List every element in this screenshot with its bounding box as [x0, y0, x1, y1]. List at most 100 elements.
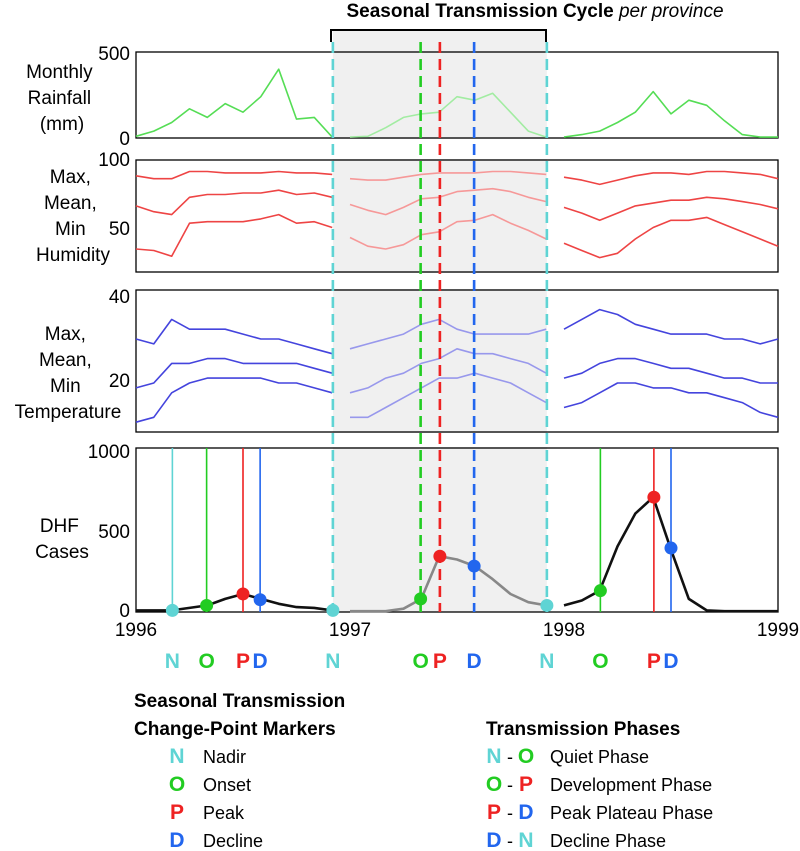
legend-markers: Seasonal Transmission Change-Point Marke…: [134, 691, 345, 851]
peak-marker-letter: P: [236, 650, 250, 673]
x-tick-label: 1999: [757, 620, 799, 641]
legend-markers-items: N Nadir O Onset P Peak D Decline: [169, 745, 263, 851]
phase-to-letter: O: [518, 745, 534, 768]
phase-to-letter: P: [519, 773, 533, 796]
humidity-series-line: [135, 170, 333, 180]
humidity-tick-label: 50: [109, 219, 130, 240]
humidity-series-line: [349, 187, 547, 216]
x-tick-label: 1997: [329, 620, 371, 641]
cases-tick-label: 0: [119, 601, 130, 622]
temperature-series-line: [135, 357, 333, 389]
onset-marker-letter: O: [592, 650, 608, 673]
temperature-label-line: Min: [50, 376, 81, 397]
nadir-marker-letter: N: [539, 650, 554, 673]
rainfall-series-line: [563, 90, 778, 138]
nadir-legend-letter: N: [169, 745, 184, 768]
rainfall-label-line: (mm): [40, 114, 84, 135]
temperature-series-line: [349, 347, 547, 394]
humidity-panel-frame: [135, 159, 779, 273]
temperature-series-line: [349, 318, 547, 350]
humidity-series-line: [135, 189, 333, 216]
phase-to-letter: D: [518, 801, 533, 824]
decline-change-point-dot: [664, 541, 678, 555]
humidity-label-line: Max,: [50, 167, 91, 188]
temperature-series-line: [135, 377, 333, 423]
peak-change-point-dot: [433, 549, 447, 563]
phase-label: Development Phase: [550, 775, 712, 795]
rainfall-series-line: [349, 92, 547, 138]
phase-label: Peak Plateau Phase: [550, 803, 713, 823]
humidity-tick-label: 100: [98, 150, 130, 171]
figure-title-main: Seasonal Transmission Cycle: [346, 1, 613, 22]
cases-tick-label: 500: [98, 522, 130, 543]
rainfall-label-line: Rainfall: [28, 88, 91, 109]
decline-change-point-dot: [253, 593, 267, 607]
legend-phases-heading: Transmission Phases: [486, 719, 680, 740]
humidity-series-line: [349, 170, 547, 181]
cases-tick-label: 1000: [88, 442, 130, 463]
humidity-label-line: Mean,: [44, 193, 97, 214]
temperature-series-line: [563, 382, 779, 419]
cases-series-line: [136, 592, 333, 612]
phase-label: Decline Phase: [550, 831, 666, 851]
onset-marker-letter: O: [412, 650, 428, 673]
figure-title-italic: per province: [618, 1, 724, 22]
humidity-series-line: [135, 213, 333, 258]
phase-label: Quiet Phase: [550, 747, 649, 767]
decline-marker-letter: D: [467, 650, 482, 673]
change-point-dots-layer: [165, 490, 678, 617]
humidity-series-line: [349, 213, 547, 250]
phase-from-letter: D: [486, 829, 501, 851]
decline-legend-label: Decline: [203, 831, 263, 851]
rainfall-label-line: Monthly: [26, 62, 93, 83]
temperature-tick-label: 20: [109, 371, 130, 392]
humidity-series-line: [563, 196, 779, 222]
peak-change-point-dot: [236, 587, 250, 601]
temperature-label-line: Temperature: [15, 402, 122, 423]
nadir-marker-letter: N: [165, 650, 180, 673]
peak-legend-letter: P: [170, 801, 184, 824]
nadir-change-point-dot: [165, 603, 179, 617]
cases-series-line: [350, 554, 547, 613]
cases-label-line: DHF: [40, 516, 79, 537]
peak-change-point-dot: [647, 490, 661, 504]
rainfall-axis-label: Monthly Rainfall (mm): [26, 62, 98, 135]
temperature-series-line: [350, 372, 547, 419]
phase-from-letter: O: [486, 773, 502, 796]
temperature-axis-label: Max, Mean, Min Temperature: [15, 324, 122, 423]
x-tick-label: 1998: [543, 620, 585, 641]
decline-marker-letter: D: [663, 650, 678, 673]
temperature-series-line: [135, 318, 333, 355]
onset-legend-label: Onset: [203, 775, 251, 795]
humidity-series-line: [563, 216, 779, 259]
decline-change-point-dot: [467, 559, 481, 573]
nadir-change-point-dot: [540, 598, 554, 612]
onset-change-point-dot: [593, 584, 607, 598]
temperature-label-line: Max,: [45, 324, 86, 345]
phase-dash: -: [507, 775, 513, 795]
humidity-series-line: [563, 170, 779, 186]
legend-markers-heading: Change-Point Markers: [134, 719, 336, 740]
temperature-series-line: [563, 357, 778, 384]
temperature-panel-frame: [135, 289, 779, 433]
x-tick-label: 1996: [115, 620, 157, 641]
rainfall-tick-label: 0: [119, 129, 130, 150]
nadir-legend-label: Nadir: [203, 747, 246, 767]
nadir-change-point-dot: [326, 603, 340, 617]
cases-panel-frame: [135, 447, 779, 613]
humidity-axis-label: Max, Mean, Min Humidity: [36, 167, 110, 266]
onset-change-point-dot: [200, 598, 214, 612]
onset-marker-letter: O: [198, 650, 214, 673]
peak-marker-letter: P: [647, 650, 661, 673]
onset-legend-letter: O: [169, 773, 185, 796]
humidity-label-line: Min: [55, 219, 86, 240]
figure-title: Seasonal Transmission Cycle per province: [346, 1, 723, 22]
peak-legend-label: Peak: [203, 803, 245, 823]
phase-from-letter: N: [486, 745, 501, 768]
phase-dash: -: [507, 747, 513, 767]
phase-dash: -: [507, 831, 513, 851]
temperature-label-line: Mean,: [39, 350, 92, 371]
legend-markers-heading: Seasonal Transmission: [134, 691, 345, 712]
